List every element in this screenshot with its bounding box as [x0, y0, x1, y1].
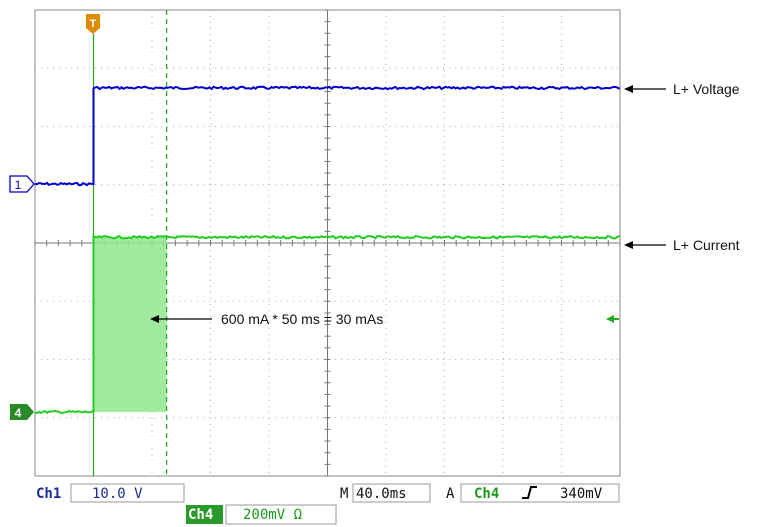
ch4-ground-marker[interactable]: 4	[10, 404, 34, 420]
charge-annotation: 600 mA * 50 ms = 30 mAs	[221, 311, 383, 327]
current-annotation: L+ Current	[673, 237, 740, 253]
current-callout: L+ Current	[624, 237, 740, 253]
ch1-ground-marker[interactable]: 1	[9, 175, 35, 193]
ch1-marker-label: 1	[15, 178, 22, 192]
ch1-readout-label: Ch1	[36, 486, 61, 502]
ch1-scale-readout: 10.0 V	[92, 486, 143, 502]
trigger-source-readout: Ch4	[474, 486, 499, 502]
ch4-label-box	[186, 505, 223, 524]
trigger-marker-label: T	[90, 18, 97, 30]
voltage-callout: L+ Voltage	[624, 81, 740, 97]
trigger-prefix: A	[446, 486, 455, 502]
readout-bar: Ch1 10.0 V M 40.0ms A Ch4 340mV Ch4 200m…	[36, 483, 620, 525]
trigger-level-arrow	[606, 315, 619, 323]
ch4-readout-label: Ch4	[188, 507, 213, 523]
trigger-marker[interactable]: T	[86, 14, 100, 34]
ch4-marker-label: 4	[15, 406, 22, 420]
trigger-box[interactable]	[460, 483, 620, 503]
charge-area	[93, 237, 167, 412]
charge-callout: 600 mA * 50 ms = 30 mAs	[150, 311, 383, 327]
time-scale-readout: 40.0ms	[356, 486, 407, 502]
trace-l-current	[34, 234, 620, 415]
trace-l-voltage	[34, 85, 621, 187]
rising-edge-icon	[522, 486, 537, 499]
time-prefix: M	[340, 486, 348, 502]
trigger-level-readout: 340mV	[560, 486, 603, 502]
time-scale-box[interactable]	[352, 483, 431, 503]
ch4-scale-box[interactable]	[225, 504, 337, 525]
ch1-scale-box[interactable]	[70, 483, 185, 503]
voltage-annotation: L+ Voltage	[673, 81, 740, 97]
ch4-scale-readout: 200mV Ω	[243, 507, 302, 523]
